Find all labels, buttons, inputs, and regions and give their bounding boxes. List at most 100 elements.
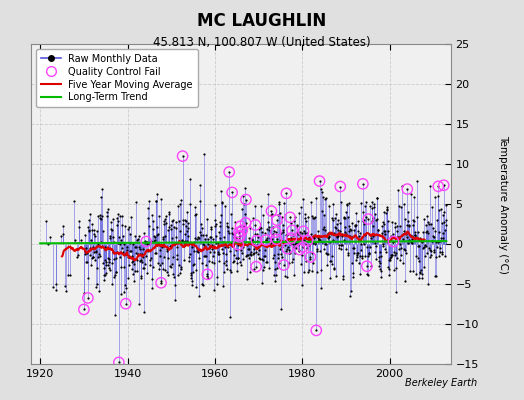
Point: [89, 254, 97, 260]
Point: [255, 226, 263, 232]
Point: [88, 221, 96, 227]
Point: [236, 223, 245, 229]
Point: [268, 211, 276, 217]
Point: [157, 195, 166, 202]
Point: [215, 251, 224, 258]
Point: [80, 306, 88, 313]
Point: [423, 250, 431, 256]
Point: [258, 267, 267, 273]
Point: [280, 238, 289, 244]
Point: [416, 270, 424, 276]
Point: [434, 207, 443, 214]
Point: [188, 281, 196, 288]
Point: [301, 241, 310, 247]
Point: [206, 249, 214, 255]
Point: [178, 238, 187, 244]
Point: [194, 234, 202, 240]
Point: [81, 248, 90, 254]
Point: [100, 277, 108, 283]
Point: [427, 248, 435, 254]
Point: [358, 253, 366, 260]
Point: [107, 219, 115, 225]
Point: [439, 235, 447, 241]
Point: [335, 244, 343, 251]
Point: [85, 227, 93, 233]
Point: [154, 260, 162, 266]
Point: [354, 218, 362, 224]
Point: [248, 237, 256, 243]
Point: [343, 214, 352, 220]
Point: [325, 203, 333, 209]
Point: [348, 274, 357, 280]
Point: [233, 268, 241, 274]
Point: [160, 266, 169, 273]
Point: [112, 255, 121, 261]
Point: [152, 232, 161, 238]
Point: [126, 231, 135, 237]
Point: [265, 227, 274, 233]
Point: [248, 236, 256, 242]
Point: [116, 237, 125, 243]
Point: [238, 227, 246, 234]
Point: [321, 195, 329, 202]
Point: [202, 262, 211, 268]
Point: [165, 209, 173, 215]
Point: [335, 241, 343, 248]
Point: [147, 212, 156, 218]
Point: [92, 281, 101, 288]
Point: [138, 251, 146, 257]
Point: [305, 236, 314, 242]
Point: [223, 219, 231, 226]
Point: [399, 236, 407, 242]
Point: [155, 266, 163, 272]
Point: [227, 269, 236, 276]
Point: [433, 244, 441, 250]
Point: [421, 221, 430, 228]
Point: [400, 216, 409, 222]
Point: [93, 228, 102, 234]
Point: [282, 232, 291, 238]
Point: [321, 241, 329, 248]
Point: [207, 234, 215, 240]
Point: [177, 197, 185, 204]
Point: [414, 243, 423, 250]
Point: [226, 314, 234, 320]
Point: [113, 249, 122, 255]
Point: [334, 217, 342, 224]
Point: [200, 151, 208, 158]
Point: [354, 228, 363, 234]
Point: [367, 199, 376, 205]
Point: [205, 258, 213, 264]
Point: [138, 259, 146, 265]
Point: [286, 250, 294, 256]
Point: [109, 249, 117, 255]
Point: [157, 280, 165, 286]
Point: [330, 266, 338, 272]
Point: [61, 283, 70, 290]
Point: [199, 282, 208, 288]
Point: [289, 232, 297, 238]
Point: [223, 223, 231, 229]
Point: [206, 226, 215, 232]
Point: [164, 272, 172, 278]
Point: [210, 248, 218, 255]
Point: [293, 229, 301, 235]
Point: [80, 251, 89, 258]
Point: [367, 234, 375, 241]
Point: [339, 276, 347, 282]
Point: [417, 238, 425, 245]
Point: [355, 230, 364, 236]
Point: [191, 204, 200, 210]
Point: [93, 264, 101, 271]
Point: [128, 241, 137, 248]
Point: [348, 260, 356, 266]
Point: [161, 232, 170, 239]
Point: [236, 232, 244, 239]
Point: [125, 253, 133, 260]
Point: [379, 228, 388, 234]
Point: [297, 261, 305, 267]
Point: [332, 225, 340, 232]
Point: [340, 214, 348, 221]
Point: [287, 240, 296, 246]
Point: [169, 271, 178, 277]
